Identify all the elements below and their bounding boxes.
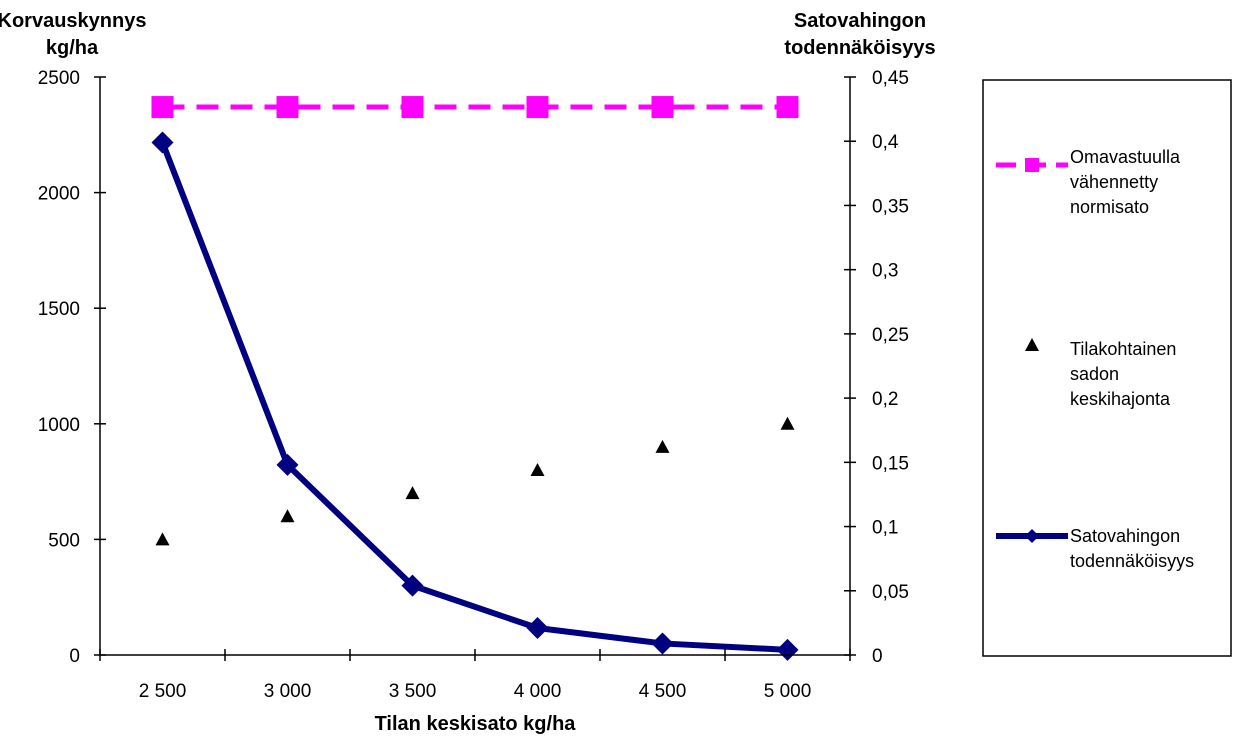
y-tick-right-label: 0,25	[872, 325, 909, 346]
legend-label: Omavastuulla	[1070, 147, 1181, 167]
y-tick-right-label: 0,15	[872, 453, 909, 474]
series-line-satovahingon	[159, 141, 788, 653]
diamond-marker	[1025, 529, 1039, 543]
legend-label: Tilakohtainen	[1070, 339, 1176, 359]
y-axis-left-title: Korvauskynnys	[0, 10, 146, 32]
x-tick-label: 4 000	[514, 681, 562, 702]
legend-box	[982, 79, 1232, 657]
y-tick-right-label: 0,2	[872, 389, 898, 410]
legend: Omavastuulla vähennetty normisato Tilakohta…	[982, 79, 1232, 657]
triangle-marker	[280, 509, 295, 523]
diamond-marker	[776, 638, 799, 661]
y-tick-left-label: 1500	[38, 299, 80, 320]
y-tick-left-label: 500	[48, 530, 80, 551]
square-marker	[401, 96, 424, 119]
triangle-marker	[530, 463, 545, 477]
x-tick-label: 4 500	[639, 681, 687, 702]
axes: 0 500 1000 1500 2000 2500 0 0,05 0,1 0,15 0,2 0,25 0…	[0, 10, 936, 735]
diamond-marker	[526, 617, 549, 640]
diamond-marker	[651, 632, 674, 655]
x-axis-title: Tilan keskisato kg/ha	[375, 713, 577, 735]
legend-label: sadon	[1070, 364, 1119, 384]
triangle-marker	[1025, 338, 1039, 351]
legend-label: keskihajonta	[1070, 389, 1171, 409]
plot-area	[151, 96, 799, 661]
x-tick-label: 2 500	[139, 681, 187, 702]
y-axis-right-title: todennäköisyys	[784, 37, 935, 59]
y-axis-right-title: Satovahingon	[794, 10, 926, 32]
y-tick-right-label: 0,45	[872, 68, 909, 89]
legend-label: todennäköisyys	[1070, 551, 1194, 571]
triangle-marker	[155, 532, 170, 546]
legend-label: Satovahingon	[1070, 526, 1180, 546]
y-tick-right-label: 0	[872, 646, 883, 667]
legend-label: normisato	[1070, 197, 1149, 217]
diamond-marker	[151, 131, 174, 154]
y-tick-left-label: 2500	[38, 68, 80, 89]
legend-label: vähennetty	[1070, 172, 1158, 192]
triangle-marker	[780, 416, 795, 430]
y-tick-right-label: 0,35	[872, 196, 909, 217]
diamond-marker	[401, 574, 424, 597]
square-marker	[526, 96, 549, 119]
x-tick-label: 3 500	[389, 681, 437, 702]
square-marker	[1025, 158, 1039, 172]
y-tick-right-label: 0,05	[872, 582, 909, 603]
y-tick-left-label: 2000	[38, 184, 80, 205]
x-tick-label: 5 000	[764, 681, 812, 702]
y-tick-left-label: 1000	[38, 415, 80, 436]
square-marker	[776, 96, 799, 119]
triangle-marker	[655, 439, 670, 453]
x-tick-label: 3 000	[264, 681, 312, 702]
diamond-marker	[276, 453, 299, 476]
y-axis-left-title: kg/ha	[46, 37, 99, 59]
y-tick-right-label: 0,4	[872, 132, 899, 153]
square-marker	[276, 96, 299, 119]
y-tick-right-label: 0,3	[872, 261, 898, 282]
y-tick-right-label: 0,1	[872, 518, 898, 539]
triangle-marker	[405, 486, 420, 500]
square-marker	[151, 96, 174, 119]
y-tick-left-label: 0	[69, 646, 80, 667]
square-marker	[651, 96, 674, 119]
